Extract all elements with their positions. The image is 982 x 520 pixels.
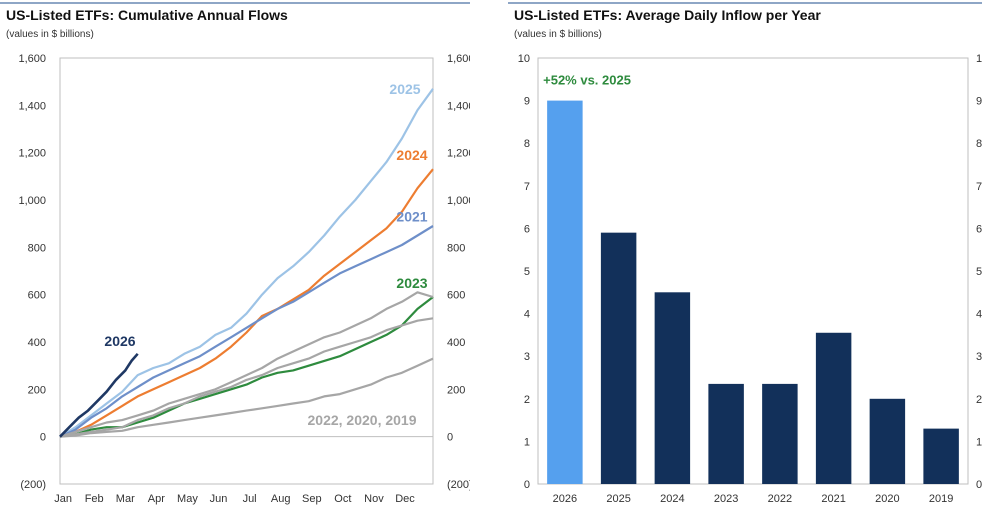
x-tick-label: 2019 — [929, 493, 953, 505]
panel-top-rule — [0, 2, 470, 4]
y-tick-label-right: 8 — [976, 138, 982, 150]
y-tick-label-right: 1,000 — [447, 195, 470, 207]
y-tick-label-right: 1,600 — [447, 53, 470, 65]
y-tick-label-right: 1,200 — [447, 148, 470, 160]
series-annotation: 2025 — [389, 81, 420, 97]
y-tick-label-right: 200 — [447, 384, 465, 396]
x-tick-label: Dec — [395, 493, 415, 505]
y-tick-label-left: 1,600 — [18, 53, 46, 65]
y-tick-label-right: 0 — [976, 479, 982, 491]
x-tick-label: Oct — [334, 493, 351, 505]
plot-area-frame — [59, 57, 434, 485]
y-tick-label-left: 5 — [524, 266, 530, 278]
x-tick-label: 2021 — [821, 493, 845, 505]
x-tick-label: Feb — [85, 493, 104, 505]
y-tick-label-left: 6 — [524, 223, 530, 235]
y-tick-label-right: 7 — [976, 181, 982, 193]
bar-2024 — [654, 292, 691, 484]
y-tick-label-right: (200) — [447, 479, 470, 491]
x-tick-label: Apr — [148, 493, 165, 505]
y-tick-label-left: 10 — [518, 53, 530, 65]
y-tick-label-left: 0 — [40, 432, 46, 444]
plot-area-frame — [537, 57, 969, 485]
y-tick-label-left: 800 — [28, 242, 46, 254]
y-tick-label-right: 5 — [976, 266, 982, 278]
x-tick-label: 2025 — [606, 493, 630, 505]
x-tick-label: 2020 — [875, 493, 899, 505]
left-chart-title: US-Listed ETFs: Cumulative Annual Flows — [6, 7, 288, 23]
y-tick-label-right: 800 — [447, 242, 465, 254]
bar-2026 — [547, 100, 583, 484]
y-tick-label-right: 1 — [976, 436, 982, 448]
x-tick-label: 2024 — [660, 493, 684, 505]
y-tick-label-right: 3 — [976, 351, 982, 363]
growth-annotation: +52% vs. 2025 — [543, 72, 631, 87]
y-tick-label-left: 3 — [524, 351, 530, 363]
y-tick-label-right: 1,400 — [447, 100, 470, 112]
series-line-2024 — [59, 168, 434, 438]
y-tick-label-left: 2 — [524, 394, 530, 406]
series-annotation: 2022, 2020, 2019 — [308, 412, 417, 428]
y-tick-label-right: 6 — [976, 223, 982, 235]
y-tick-label-right: 4 — [976, 309, 982, 321]
bar-2019 — [923, 428, 959, 484]
panel-top-rule — [508, 2, 982, 4]
y-tick-label-left: 1 — [524, 436, 530, 448]
x-tick-label: Jul — [243, 493, 257, 505]
series-line-2019 — [59, 357, 434, 438]
x-tick-label: Nov — [364, 493, 384, 505]
x-tick-label: May — [177, 493, 198, 505]
x-tick-label: 2022 — [768, 493, 792, 505]
y-tick-label-right: 600 — [447, 290, 465, 302]
x-tick-label: Sep — [302, 493, 322, 505]
y-tick-label-right: 10 — [976, 53, 982, 65]
series-annotation: 2026 — [104, 333, 135, 349]
y-tick-label-left: 200 — [28, 384, 46, 396]
x-tick-label: 2023 — [714, 493, 738, 505]
y-tick-label-left: 8 — [524, 138, 530, 150]
bar-2020 — [869, 398, 906, 484]
right-chart-subtitle: (values in $ billions) — [514, 29, 602, 40]
cumulative-flows-line-chart: (200) (200) 0 0 200 200 400 400 600 600 800 800 1,00… — [18, 53, 470, 505]
y-tick-label-right: 9 — [976, 96, 982, 108]
x-tick-label: Jan — [54, 493, 72, 505]
x-tick-label: Mar — [116, 493, 135, 505]
y-tick-label-left: 0 — [524, 479, 530, 491]
series-line-2021 — [59, 225, 434, 438]
series-annotation: 2024 — [396, 147, 427, 163]
average-daily-inflow-bar-chart: 0 0 1 1 2 2 3 3 4 4 5 5 6 6 7 7 8 8 9 9 10 10 2026 2025 2024 2023… — [518, 53, 982, 505]
cumulative-flows-panel: US-Listed ETFs: Cumulative Annual Flows … — [0, 0, 470, 520]
series-line-2026 — [59, 352, 139, 438]
bar-2023 — [708, 383, 744, 484]
y-tick-label-left: 1,400 — [18, 100, 46, 112]
bar-2022 — [762, 383, 798, 484]
x-tick-label: Aug — [271, 493, 291, 505]
y-tick-label-left: 1,200 — [18, 148, 46, 160]
series-line-2020 — [59, 317, 434, 438]
y-tick-label-left: 4 — [524, 309, 530, 321]
x-tick-label: Jun — [210, 493, 228, 505]
y-tick-label-left: 1,000 — [18, 195, 46, 207]
series-annotation: 2023 — [396, 275, 427, 291]
y-tick-label-right: 400 — [447, 337, 465, 349]
y-tick-label-left: 400 — [28, 337, 46, 349]
series-line-2025 — [59, 88, 434, 438]
series-line-2022 — [59, 291, 434, 438]
y-tick-label-left: (200) — [20, 479, 46, 491]
y-tick-label-left: 7 — [524, 181, 530, 193]
y-tick-label-right: 0 — [447, 432, 453, 444]
y-tick-label-right: 2 — [976, 394, 982, 406]
y-tick-label-left: 600 — [28, 290, 46, 302]
y-tick-label-left: 9 — [524, 96, 530, 108]
bar-2025 — [600, 232, 637, 484]
average-daily-inflow-panel: US-Listed ETFs: Average Daily Inflow per… — [508, 0, 982, 520]
bar-2021 — [815, 332, 852, 484]
left-chart-subtitle: (values in $ billions) — [6, 29, 94, 40]
x-tick-label: 2026 — [553, 493, 577, 505]
series-annotation: 2021 — [396, 209, 427, 225]
right-chart-title: US-Listed ETFs: Average Daily Inflow per… — [514, 7, 821, 23]
